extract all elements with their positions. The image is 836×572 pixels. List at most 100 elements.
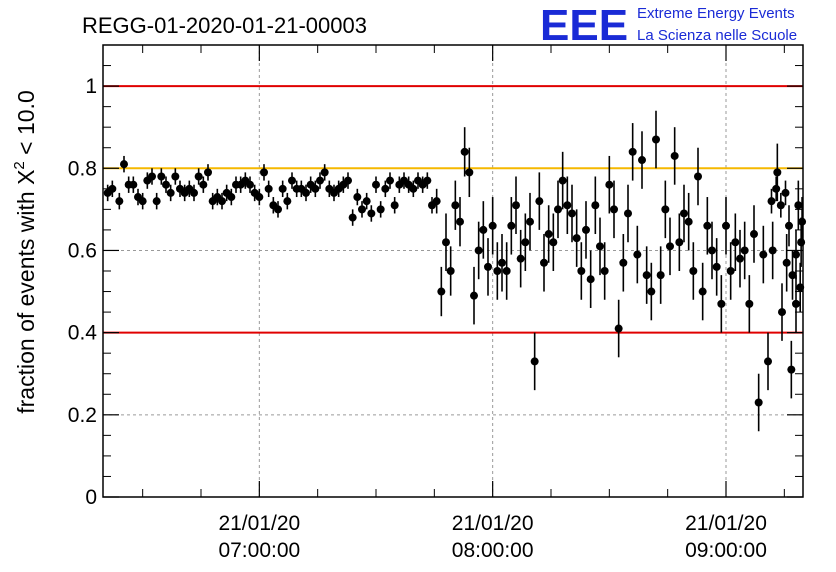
data-point xyxy=(754,398,763,407)
data-point xyxy=(353,193,362,202)
data-point xyxy=(204,168,212,177)
data-point xyxy=(278,184,287,193)
data-point xyxy=(390,201,399,210)
data-point xyxy=(638,156,646,165)
data-point xyxy=(432,197,441,206)
logo-mark: EEE xyxy=(540,1,628,50)
data-point xyxy=(689,267,698,275)
data-point xyxy=(502,267,511,275)
data-point xyxy=(776,201,785,210)
data-point xyxy=(442,238,450,247)
data-point xyxy=(358,205,366,214)
data-point xyxy=(666,242,674,251)
data-point xyxy=(759,250,768,259)
data-point xyxy=(488,221,497,230)
data-point xyxy=(129,180,138,189)
data-point xyxy=(302,188,310,197)
data-point xyxy=(614,324,623,333)
data-point xyxy=(316,176,324,185)
data-point xyxy=(479,225,488,234)
data-point xyxy=(600,267,609,275)
data-point xyxy=(367,209,376,218)
run-title: REGG-01-2020-01-21-00003 xyxy=(82,13,367,38)
data-point xyxy=(586,275,595,284)
data-point xyxy=(530,357,539,366)
data-point xyxy=(157,172,166,181)
data-point xyxy=(633,250,642,259)
data-point xyxy=(152,197,161,206)
data-point xyxy=(274,205,282,214)
data-point xyxy=(703,221,712,230)
data-point xyxy=(797,238,806,247)
data-point xyxy=(767,197,776,206)
data-point xyxy=(521,238,530,247)
y-axis-label-prefix: fraction of events with X xyxy=(13,170,39,414)
data-point xyxy=(549,238,558,247)
data-point xyxy=(656,271,665,280)
y-tick-label: 0.2 xyxy=(68,404,97,427)
data-point xyxy=(772,184,781,193)
data-point xyxy=(320,168,329,177)
data-point xyxy=(785,221,793,230)
reference-lines xyxy=(103,85,803,334)
data-point xyxy=(540,258,548,267)
data-point xyxy=(652,135,660,144)
data-point xyxy=(372,180,380,189)
data-point xyxy=(264,184,273,193)
data-point xyxy=(773,168,782,177)
data-point xyxy=(680,209,688,218)
data-point xyxy=(498,258,506,267)
data-point xyxy=(740,246,749,255)
data-point xyxy=(456,217,464,226)
data-point xyxy=(708,246,716,255)
data-point xyxy=(362,197,371,206)
data-point xyxy=(582,225,590,234)
data-point xyxy=(647,287,656,296)
y-tick-label: 0.4 xyxy=(68,322,98,345)
data-point xyxy=(788,271,797,280)
data-point xyxy=(745,299,754,308)
data-point xyxy=(516,254,525,263)
data-point xyxy=(787,365,796,374)
data-point xyxy=(194,172,203,181)
data-point xyxy=(120,160,128,169)
data-points xyxy=(103,110,807,432)
data-point xyxy=(260,168,268,177)
data-point xyxy=(465,168,474,177)
y-tick-label: 0 xyxy=(85,486,97,509)
data-point xyxy=(526,217,534,226)
x-tick-date: 21/01/20 xyxy=(685,512,767,535)
data-point xyxy=(712,262,721,271)
data-point xyxy=(460,147,469,156)
logo-line-1: Extreme Energy Events xyxy=(637,5,795,22)
data-point xyxy=(423,176,432,185)
x-tick-date: 21/01/20 xyxy=(452,512,534,535)
data-point xyxy=(246,180,254,189)
data-point xyxy=(731,238,740,247)
data-point xyxy=(684,217,693,226)
data-point xyxy=(348,213,357,222)
data-point xyxy=(591,201,600,210)
y-axis-label: fraction of events with X2 < 10.0 xyxy=(11,90,39,414)
data-point xyxy=(311,184,320,193)
data-point xyxy=(568,209,576,218)
data-point xyxy=(507,221,516,230)
data-point xyxy=(409,184,418,193)
data-point xyxy=(792,250,800,259)
data-point xyxy=(115,197,124,206)
data-point xyxy=(792,299,800,308)
data-point xyxy=(554,205,562,214)
data-point xyxy=(446,267,455,275)
x-tick-time: 07:00:00 xyxy=(218,539,300,562)
data-point xyxy=(108,184,117,193)
data-point xyxy=(717,299,726,308)
data-point xyxy=(694,172,702,181)
data-point xyxy=(437,287,446,296)
data-point xyxy=(470,291,478,300)
x-tick-time: 09:00:00 xyxy=(685,539,767,562)
data-point xyxy=(138,197,147,206)
data-point xyxy=(698,287,707,296)
data-point xyxy=(190,188,198,197)
data-point xyxy=(558,176,567,185)
